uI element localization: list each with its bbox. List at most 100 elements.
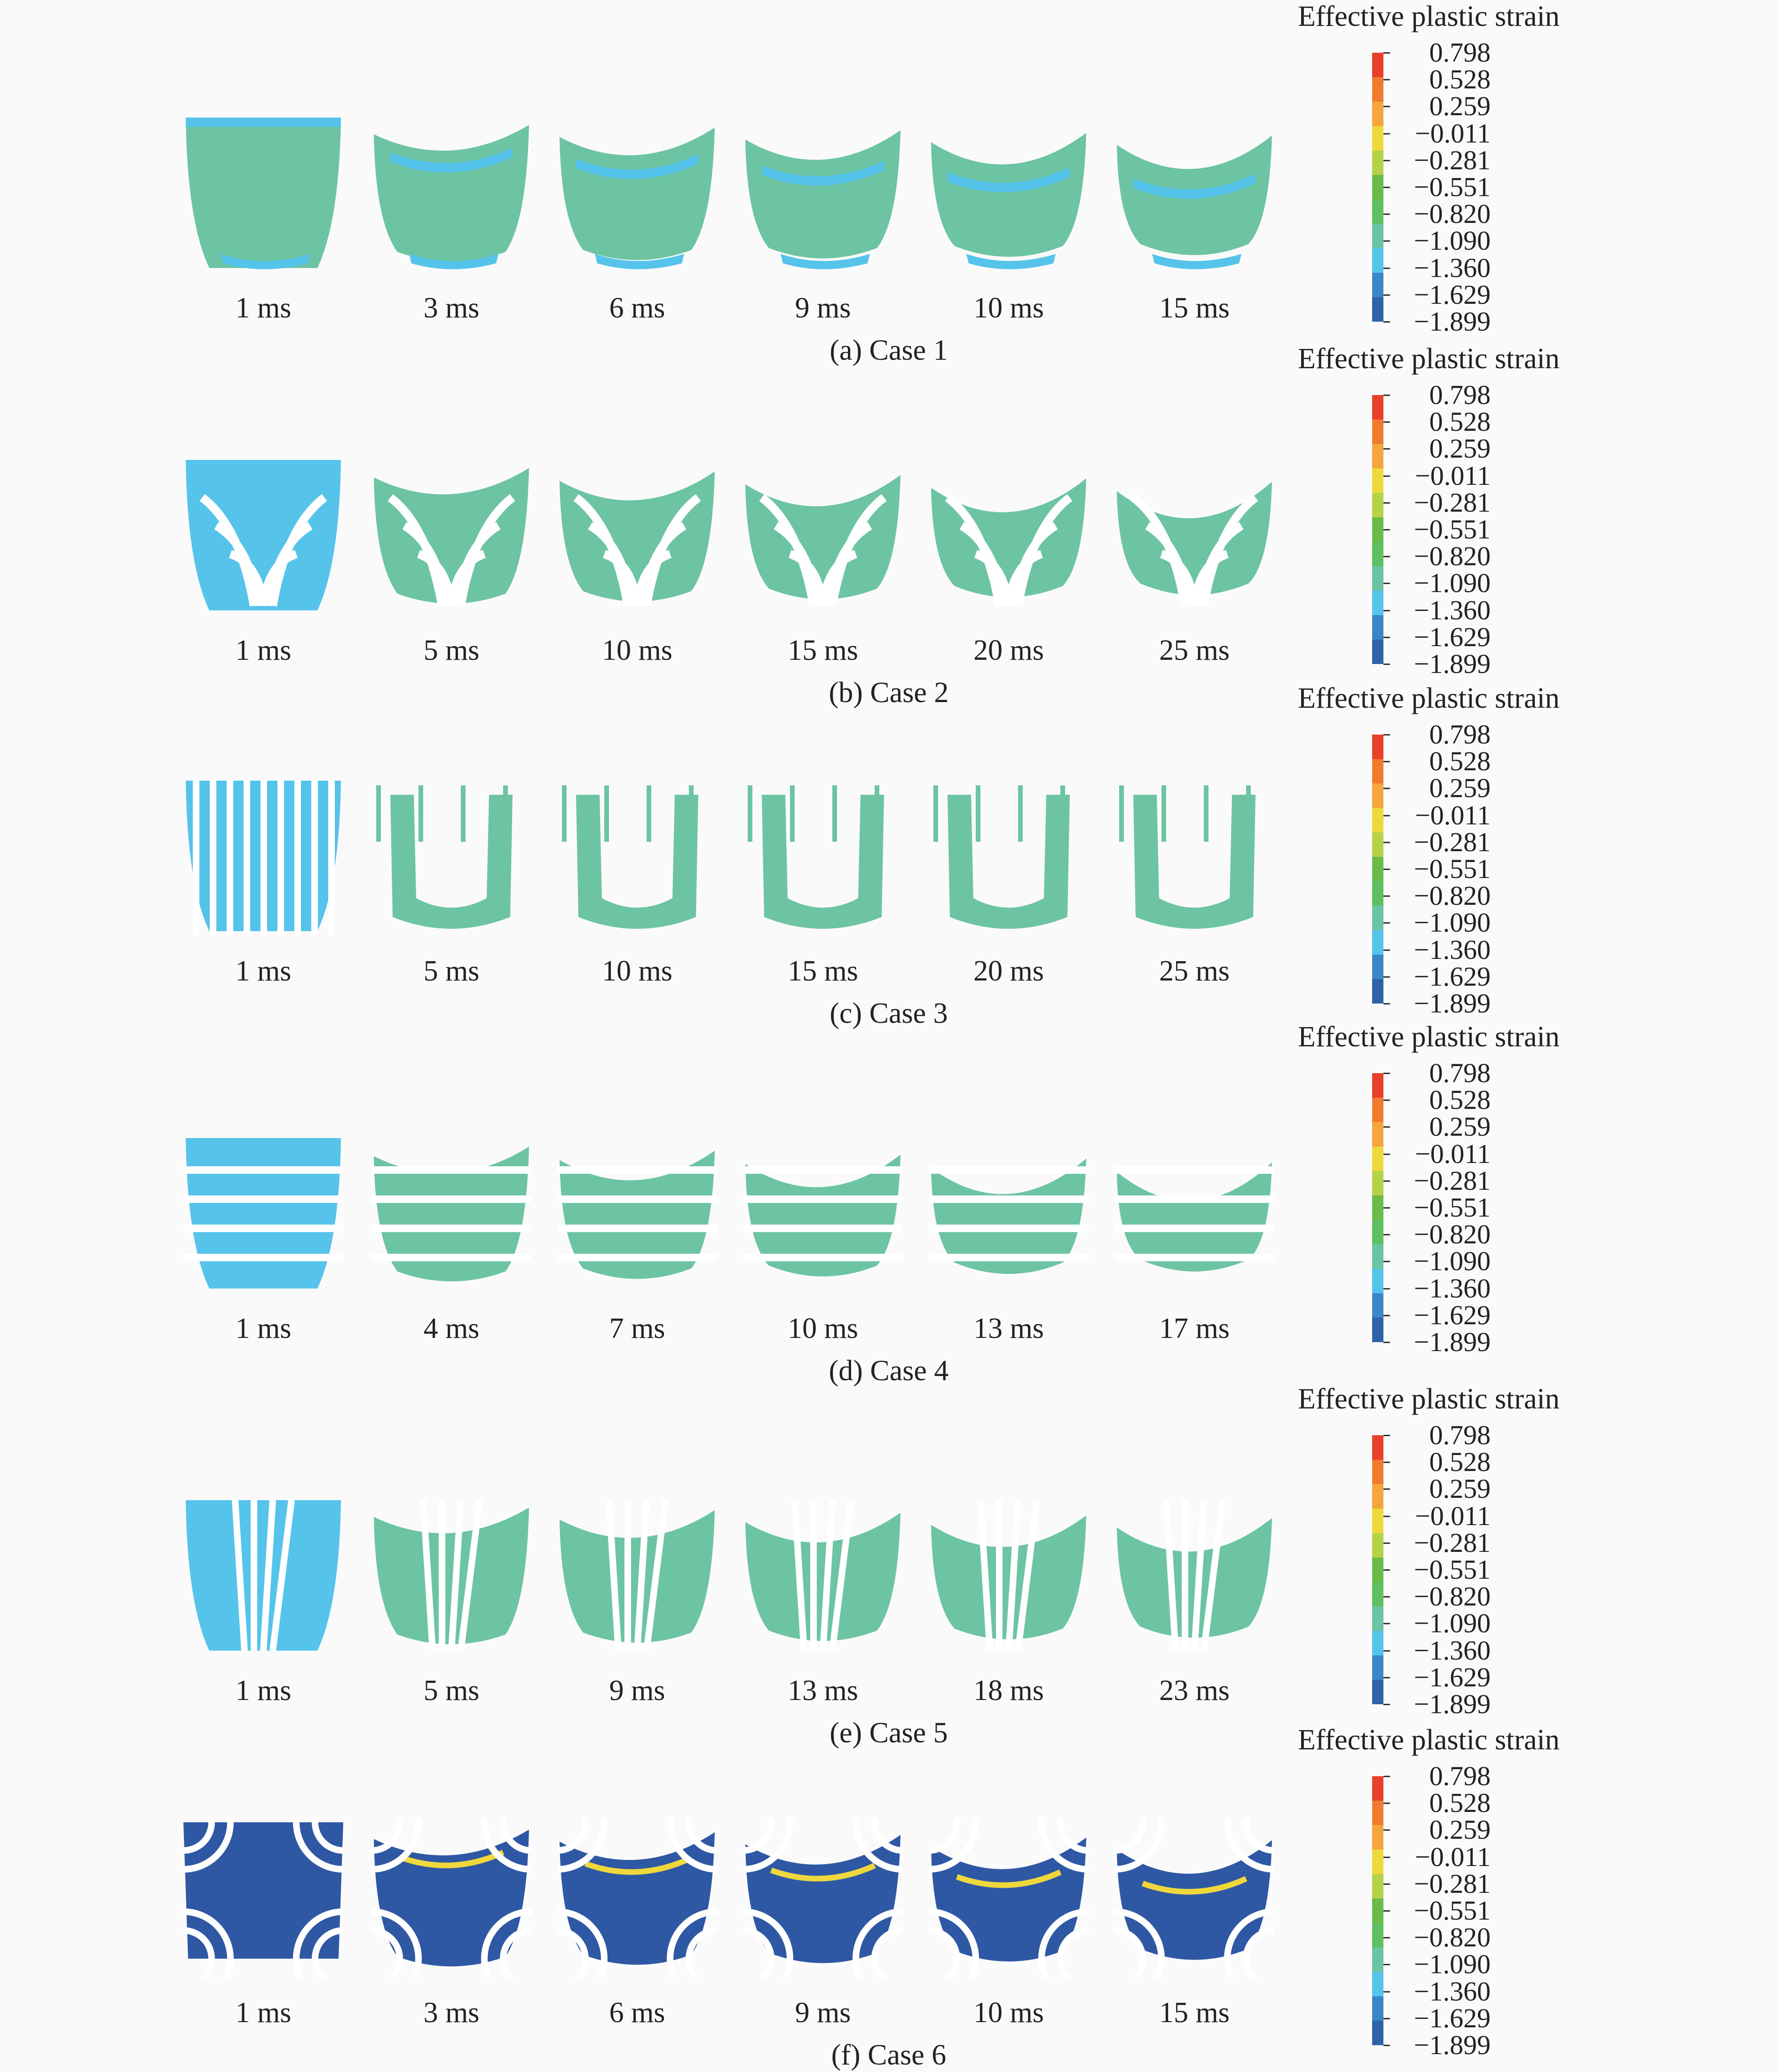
colorbar-segment xyxy=(1372,640,1383,664)
colorbar-value: 0.259 xyxy=(1429,91,1491,122)
colorbar-tick xyxy=(1383,1207,1390,1209)
time-label: 9 ms xyxy=(609,1675,665,1707)
colorbar-value: −1.629 xyxy=(1414,279,1491,310)
time-label: 13 ms xyxy=(788,1675,858,1707)
colorbar-tick xyxy=(1383,529,1390,530)
simulation-snapshot xyxy=(374,1500,529,1651)
colorbar-value: 0.528 xyxy=(1429,406,1491,437)
colorbar xyxy=(1372,1073,1383,1342)
colorbar-segment xyxy=(1372,1850,1383,1874)
colorbar-segment xyxy=(1372,102,1383,126)
colorbar-tick xyxy=(1383,609,1390,611)
colorbar-value: 0.259 xyxy=(1429,433,1491,464)
time-label: 15 ms xyxy=(788,955,858,987)
simulation-snapshot xyxy=(371,1147,531,1281)
colorbar-value: −1.899 xyxy=(1414,306,1491,337)
colorbar-tick xyxy=(1383,1488,1390,1490)
colorbar-value: −0.281 xyxy=(1414,487,1491,518)
colorbar-value: −0.281 xyxy=(1414,1527,1491,1558)
colorbar-segment xyxy=(1372,832,1383,857)
colorbar-segment xyxy=(1372,297,1383,322)
colorbar-segment xyxy=(1372,1195,1383,1220)
colorbar-tick xyxy=(1383,1910,1390,1912)
simulation-snapshot xyxy=(1117,1500,1272,1651)
colorbar-segment xyxy=(1372,1244,1383,1269)
colorbar-value: −0.011 xyxy=(1414,118,1491,149)
colorbar-segment xyxy=(1372,591,1383,615)
colorbar-tick xyxy=(1383,1937,1390,1939)
colorbar-value: −1.629 xyxy=(1414,961,1491,992)
colorbar-tick xyxy=(1383,1991,1390,1993)
colorbar-tick xyxy=(1383,922,1390,924)
time-label: 6 ms xyxy=(609,1997,665,2029)
colorbar xyxy=(1372,735,1383,1004)
simulation-snapshot xyxy=(557,1150,717,1279)
time-label: 20 ms xyxy=(973,634,1044,666)
time-label: 25 ms xyxy=(1159,955,1230,987)
case-row: 1 ms 5 ms 10 ms 15 ms 20 ms 25 ms (c) Case 3 Ef… xyxy=(0,682,1777,1029)
colorbar-segment xyxy=(1372,1122,1383,1147)
simulation-snapshot xyxy=(374,125,529,269)
simulation-snapshot xyxy=(1117,482,1272,607)
colorbar-segment xyxy=(1372,566,1383,591)
case-caption: (c) Case 3 xyxy=(829,997,948,1029)
colorbar-tick xyxy=(1383,321,1390,323)
colorbar-value: −0.011 xyxy=(1414,1841,1491,1872)
colorbar xyxy=(1372,1435,1383,1704)
colorbar-value: −0.011 xyxy=(1414,1500,1491,1531)
simulation-snapshot xyxy=(183,1138,343,1289)
colorbar-segment xyxy=(1372,1098,1383,1122)
time-label: 5 ms xyxy=(423,955,480,987)
colorbar-tick xyxy=(1383,556,1390,558)
simulation-snapshot xyxy=(931,478,1086,607)
colorbar-value: −1.899 xyxy=(1414,1689,1491,1719)
colorbar-tick xyxy=(1383,240,1390,242)
legend-title: Effective plastic strain xyxy=(1298,682,1560,714)
colorbar-tick xyxy=(1383,2045,1390,2046)
time-label: 1 ms xyxy=(235,1997,292,2029)
colorbar-value: −1.090 xyxy=(1414,1246,1491,1277)
time-label: 9 ms xyxy=(795,1997,851,2029)
colorbar-segment xyxy=(1372,248,1383,273)
simulation-snapshot xyxy=(562,785,698,929)
colorbar-segment xyxy=(1372,1171,1383,1195)
colorbar-segment xyxy=(1372,1533,1383,1558)
colorbar-value: 0.798 xyxy=(1429,380,1491,410)
colorbar-value: −0.281 xyxy=(1414,144,1491,175)
colorbar-tick xyxy=(1383,1261,1390,1263)
time-label: 10 ms xyxy=(973,292,1044,324)
case-row: 1 ms 3 ms 6 ms 9 ms 10 ms 15 ms (f) Case 6 Effe… xyxy=(0,1724,1777,2071)
colorbar-value: 0.259 xyxy=(1429,773,1491,804)
colorbar-tick xyxy=(1383,1234,1390,1236)
colorbar-segment xyxy=(1372,979,1383,1004)
simulation-snapshot xyxy=(186,781,341,936)
colorbar-tick xyxy=(1383,1650,1390,1652)
colorbar-segment xyxy=(1372,881,1383,906)
time-label: 10 ms xyxy=(973,1997,1044,2029)
colorbar-tick xyxy=(1383,1677,1390,1678)
colorbar-value: 0.528 xyxy=(1429,1084,1491,1115)
colorbar-tick xyxy=(1383,1180,1390,1182)
colorbar-value: −1.360 xyxy=(1414,1635,1491,1666)
colorbar-value: −1.629 xyxy=(1414,1299,1491,1330)
colorbar-tick xyxy=(1383,949,1390,951)
colorbar-value: 0.798 xyxy=(1429,1058,1491,1088)
colorbar-tick xyxy=(1383,133,1390,134)
colorbar-segment xyxy=(1372,1874,1383,1898)
colorbar-segment xyxy=(1372,1996,1383,2021)
colorbar-segment xyxy=(1372,175,1383,199)
simulation-snapshot xyxy=(1119,785,1256,929)
time-label: 6 ms xyxy=(609,292,665,324)
colorbar-tick xyxy=(1383,1314,1390,1316)
colorbar-value: 0.798 xyxy=(1429,1761,1491,1791)
simulation-snapshot xyxy=(186,1500,341,1651)
colorbar xyxy=(1372,53,1383,322)
colorbar-segment xyxy=(1372,1318,1383,1342)
simulation-snapshot xyxy=(1114,1163,1274,1272)
colorbar-segment xyxy=(1372,1825,1383,1850)
colorbar-tick xyxy=(1383,1003,1390,1004)
colorbar-segment xyxy=(1372,1484,1383,1509)
legend-title: Effective plastic strain xyxy=(1298,1724,1560,1756)
colorbar-value: −0.820 xyxy=(1414,541,1491,572)
simulation-snapshot xyxy=(929,1818,1089,1977)
